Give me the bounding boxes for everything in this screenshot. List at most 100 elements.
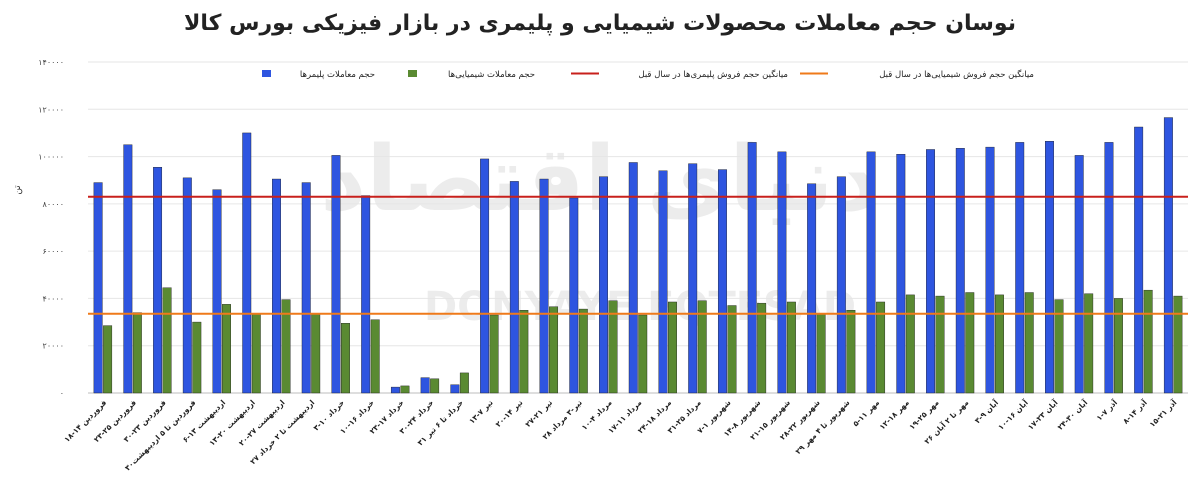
bar-polymers <box>777 151 787 394</box>
legend-label-polymers: حجم معاملات پلیمرها <box>300 70 375 80</box>
x-tick-label: ۳-۹ آبان <box>972 397 1000 425</box>
x-tick-label: ۸-۱۴ آذر <box>1120 397 1149 426</box>
gridlines <box>88 61 1188 394</box>
bar-polymers <box>896 154 906 394</box>
chart-title: نوسان حجم معاملات محصولات شیمیایی و پلیم… <box>184 11 1016 36</box>
bar-polymers <box>242 132 252 394</box>
bar-chemicals <box>578 308 588 394</box>
legend: حجم معاملات پلیمرها حجم معاملات شیمیایی‌… <box>262 69 1034 80</box>
bar-chemicals <box>935 295 945 394</box>
bar-polymers <box>1045 141 1054 394</box>
y-tick-label: ۱۲۰۰۰۰ <box>38 105 64 114</box>
reference-lines <box>88 195 1188 315</box>
y-tick-label: ۴۰۰۰۰ <box>43 294 64 303</box>
bar-polymers <box>747 142 757 394</box>
legend-label-polymer-avg: میانگین حجم فروش پلیمری‌ها در سال قبل <box>638 69 788 80</box>
x-tick-label: ۲۰-۱۴ تیر <box>494 398 525 429</box>
x-tick-label: ۱-۷ آذر <box>1094 397 1119 422</box>
bar-polymers <box>926 149 935 394</box>
bar-polymers <box>420 377 430 394</box>
bar-chemicals <box>459 372 469 394</box>
bar-polymers <box>985 146 995 394</box>
bar-polymers <box>509 181 519 394</box>
bar-polymers <box>688 163 698 394</box>
bar-polymers <box>569 197 579 394</box>
bar-chemicals <box>965 292 975 394</box>
bar-polymers <box>331 155 341 394</box>
bar-chemicals <box>876 301 886 394</box>
bar-chemicals <box>549 306 559 394</box>
bar-chemicals <box>638 314 648 394</box>
x-tick-label: ۱۷-۲۳ آبان <box>1025 397 1060 432</box>
bar-chemicals <box>222 304 231 394</box>
bar-chemicals <box>697 300 707 394</box>
bar-polymers <box>301 182 311 394</box>
bar-chemicals <box>668 301 677 394</box>
y-tick-label: ۱۴۰۰۰۰ <box>38 58 64 67</box>
y-tick-label: ۶۰۰۰۰ <box>43 247 64 256</box>
bar-chemicals <box>846 310 856 394</box>
y-tick-label: ۰ <box>60 389 64 398</box>
bar-polymers <box>182 177 192 394</box>
bar-chemicals <box>281 299 291 394</box>
x-tick-label: ۲۷-۲۱ تیر <box>523 398 554 429</box>
bar-polymers <box>1134 126 1144 394</box>
bar-chemicals <box>400 385 410 394</box>
bar-series <box>93 117 1183 394</box>
bar-polymers <box>450 384 460 394</box>
bar-polymers <box>1015 142 1025 394</box>
legend-swatch-chemicals <box>408 70 417 77</box>
bar-polymers <box>599 176 608 394</box>
bar-polymers <box>1104 142 1114 394</box>
bar-polymers <box>93 182 103 394</box>
bar-polymers <box>658 170 668 394</box>
bar-polymers <box>1163 117 1173 394</box>
x-tick-label: ۱۵-۲۱ آذر <box>1147 397 1179 429</box>
bar-polymers <box>717 169 727 394</box>
bar-chemicals <box>995 294 1004 394</box>
bar-polymers <box>539 178 549 394</box>
x-tick-label: ۲۹ شهریور تا ۴ مهر <box>794 398 852 456</box>
bar-polymers <box>123 144 133 394</box>
bar-chemicals <box>786 301 796 394</box>
bar-polymers <box>836 176 846 394</box>
bar-polymers <box>807 183 817 394</box>
bar-chemicals <box>1143 289 1153 394</box>
x-tick-label: ۱۲-۱۸ مهر <box>878 398 912 432</box>
bar-chemicals <box>1173 295 1183 394</box>
bar-polymers <box>628 162 638 394</box>
bar-chemicals <box>1024 292 1034 394</box>
y-tick-label: ۲۰۰۰۰ <box>43 342 64 351</box>
bar-chemicals <box>608 300 618 394</box>
y-axis-label: تن <box>13 185 23 195</box>
bar-chemicals <box>905 294 915 394</box>
bar-polymers <box>272 178 281 394</box>
legend-swatch-polymers <box>262 70 271 77</box>
bar-chemicals <box>727 305 737 394</box>
bar-polymers <box>361 195 371 394</box>
y-tick-label: ۱۰۰۰۰۰ <box>38 153 64 162</box>
legend-label-chemicals: حجم معاملات شیمیایی‌ها <box>448 70 535 80</box>
bar-chemicals <box>519 310 529 394</box>
bar-chemicals <box>1084 293 1094 394</box>
bar-chemicals <box>251 313 261 394</box>
bar-chemicals <box>757 302 767 394</box>
bar-chemicals <box>430 378 440 394</box>
bar-polymers <box>212 189 222 394</box>
bar-chemicals <box>132 312 142 394</box>
bar-polymers <box>866 151 876 394</box>
x-tick-label: ۵-۱۱ مهر <box>851 398 881 428</box>
bar-chemicals <box>311 313 321 394</box>
bar-polymers <box>1074 155 1084 394</box>
bar-polymers <box>480 158 490 394</box>
bar-polymers <box>955 148 965 394</box>
bar-chemicals <box>341 323 350 394</box>
bar-chemicals <box>1113 298 1123 394</box>
y-tick-label: ۸۰۰۰۰ <box>43 200 64 209</box>
bar-chemicals <box>1054 299 1064 394</box>
x-tick-label: ۲۴-۳۰ آبان <box>1055 397 1090 432</box>
bar-chemicals <box>489 314 499 394</box>
bar-chemicals <box>192 321 202 394</box>
bar-chemicals <box>370 319 380 394</box>
